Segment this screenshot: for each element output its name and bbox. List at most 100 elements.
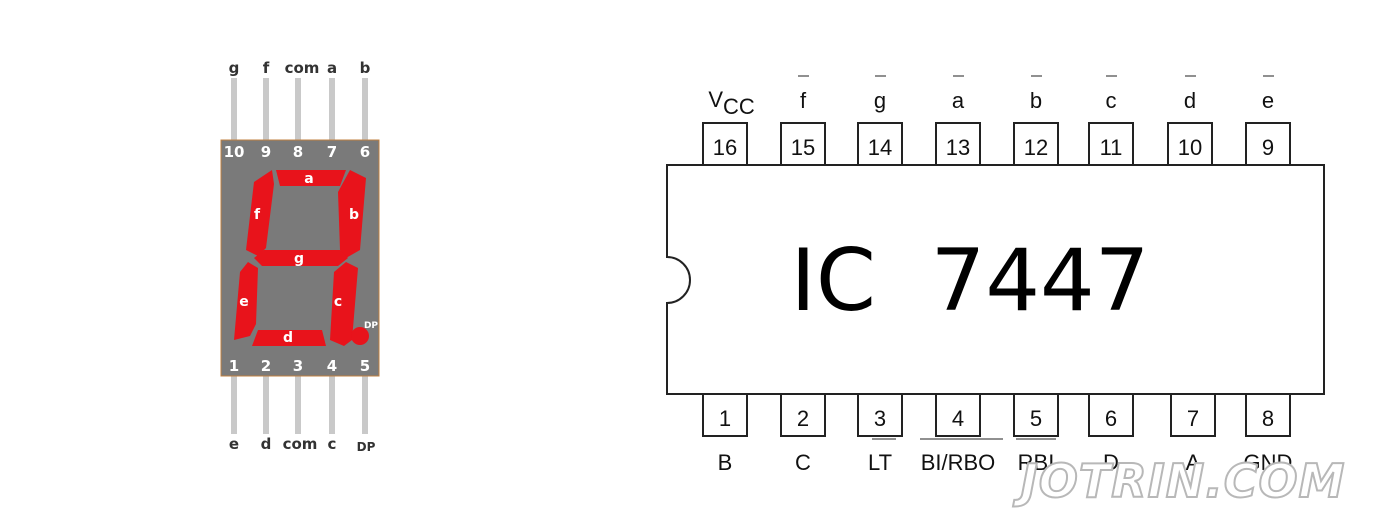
ic-pin-2: 2C — [780, 393, 826, 475]
segment-b — [338, 170, 366, 258]
ic-pin-label-sub: CC — [723, 94, 755, 119]
ic-pin-10: 10 d — [1167, 75, 1213, 166]
ic-pin-1: 1B — [702, 393, 748, 475]
display-legs — [231, 78, 368, 434]
display-label-dp: DP — [357, 440, 376, 454]
ic-pin-3: 3 LT — [857, 393, 903, 475]
ic-pin-box — [1013, 122, 1059, 166]
ic-pin-15: 15 f — [780, 75, 826, 166]
display-label-a: a — [327, 59, 337, 77]
display-label-com-top: com — [285, 59, 320, 77]
ic-pin-number: 6 — [1105, 406, 1117, 431]
ic-pin-number: 9 — [1262, 135, 1274, 160]
ic-pin-8: 8 GND — [1244, 393, 1293, 475]
ic-pin-box — [1088, 393, 1134, 437]
display-pin-9: 9 — [261, 143, 271, 161]
ic-pin-13: 13 a — [935, 75, 981, 166]
segment-dp — [351, 327, 369, 345]
leg-bottom-4 — [329, 376, 335, 434]
display-pin-10: 10 — [224, 143, 245, 161]
leg-top-7 — [329, 78, 335, 140]
ic-pin-number: 11 — [1100, 135, 1123, 160]
display-label-c: c — [328, 435, 337, 453]
display-label-e: e — [229, 435, 239, 453]
ic-pin-number: 12 — [1024, 135, 1048, 160]
display-pin-3: 3 — [293, 357, 303, 375]
ic-pin-box — [1170, 393, 1216, 437]
ic-pin-12: 12 b — [1013, 75, 1059, 166]
ic-pin-number: 1 — [719, 406, 731, 431]
seven-segment-display: a b c d e f g DP 10 9 8 7 6 1 2 3 4 5 g … — [220, 59, 380, 454]
ic-pin-box — [1013, 393, 1059, 437]
ic-pin-label: f — [800, 88, 807, 113]
segment-dp-letter: DP — [364, 321, 378, 331]
ic-pin-number: 10 — [1178, 135, 1202, 160]
ic-pin-number: 15 — [791, 135, 815, 160]
ic-pin-4: 4 BI/RBO — [920, 393, 1003, 475]
ic-pin-label: a — [952, 88, 965, 113]
leg-top-6 — [362, 78, 368, 140]
ic-pin-label: D — [1103, 450, 1119, 475]
ic-top-pins: 16 V CC 15 f 14g 13 a 12 b 11 c 10 d 9 e — [702, 75, 1291, 166]
watermark: JOTRIN.COM — [1013, 454, 1346, 508]
ic-pin-label: RBI — [1018, 450, 1055, 475]
display-pin-6: 6 — [360, 143, 370, 161]
ic-pin-number: 13 — [946, 135, 970, 160]
ic-pin-box — [780, 393, 826, 437]
ic-pin-label: BI/RBO — [921, 450, 996, 475]
ic-pin-number: 4 — [952, 406, 964, 431]
leg-top-10 — [231, 78, 237, 140]
segment-g-letter: g — [294, 251, 304, 267]
display-label-b: b — [360, 59, 371, 77]
display-pin-2: 2 — [261, 357, 271, 375]
leg-top-9 — [263, 78, 269, 140]
leg-bottom-2 — [263, 376, 269, 434]
ic-pin-label: g — [874, 88, 886, 113]
segment-e-letter: e — [239, 294, 249, 310]
ic-pin-label: LT — [868, 450, 892, 475]
ic-pin-14: 14 g — [857, 75, 903, 166]
ic-pin-box — [1167, 122, 1213, 166]
ic-pin-label: e — [1262, 88, 1274, 113]
ic-pin-box — [857, 393, 903, 437]
leg-bottom-3 — [295, 376, 301, 434]
display-label-com-bottom: com — [283, 435, 318, 453]
ic-pin-box — [1245, 393, 1291, 437]
leg-top-8 — [295, 78, 301, 140]
ic-pin-number: 8 — [1262, 406, 1274, 431]
ic-pin-number: 16 — [713, 135, 737, 160]
segment-g — [254, 250, 348, 266]
ic-pin-label: C — [795, 450, 811, 475]
display-label-g: g — [229, 59, 240, 77]
segment-c — [330, 262, 358, 346]
ic-pin-box — [935, 393, 981, 437]
ic-pin-box — [1088, 122, 1134, 166]
ic-pin-box — [702, 122, 748, 166]
ic-pin-11: 11 c — [1088, 75, 1134, 166]
segment-f — [246, 170, 274, 256]
ic-pin-box — [857, 122, 903, 166]
ic-pin-number: 5 — [1030, 406, 1042, 431]
segment-a-letter: a — [304, 171, 313, 187]
segment-e — [234, 262, 258, 340]
ic-pin-label: GND — [1244, 450, 1293, 475]
ic-pin-label: B — [718, 450, 733, 475]
ic-pin-box — [1245, 122, 1291, 166]
ic-pin-6: 6D — [1088, 393, 1134, 475]
ic-pin-box — [935, 122, 981, 166]
segment-d-letter: d — [283, 330, 293, 346]
ic-pin-label: b — [1030, 88, 1042, 113]
leg-bottom-5 — [362, 376, 368, 434]
ic-pin-number: 7 — [1187, 406, 1199, 431]
ic-name: IC 7447 — [791, 231, 1150, 331]
leg-bottom-1 — [231, 376, 237, 434]
ic-pin-7: 7A — [1170, 393, 1216, 475]
display-pin-4: 4 — [327, 357, 337, 375]
segment-d — [252, 330, 326, 346]
ic-pin-label: c — [1106, 88, 1117, 113]
ic-pin-label: d — [1184, 88, 1196, 113]
ic-pin-box — [780, 122, 826, 166]
ic-pin-label: V — [708, 87, 723, 112]
display-pin-1: 1 — [229, 357, 239, 375]
